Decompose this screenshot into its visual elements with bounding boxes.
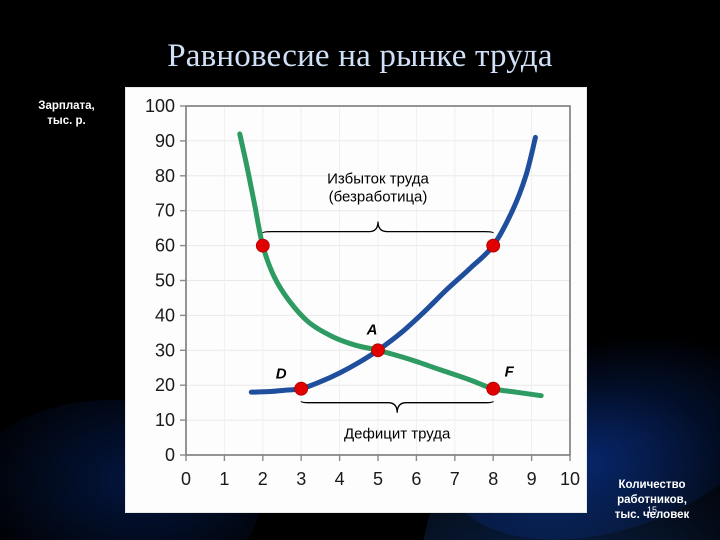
y-tick-label: 60 [155,236,175,256]
x-tick-label: 9 [527,469,537,489]
demand-curve [237,131,544,399]
chart-brace-layer [262,221,494,413]
y-axis-title: Зарплата, тыс. р. [14,99,119,129]
y-tick-label: 20 [155,375,175,395]
data-point-marker [371,343,385,358]
y-axis-title-line1: Зарплата, [38,100,95,112]
y-tick-label: 30 [155,340,175,360]
chart-panel: 0 10 20 30 40 50 60 70 80 90 100 0 1 2 3 4 5 6 7 8 9 10 Избы… [126,88,586,512]
x-tick-label: 7 [450,469,460,489]
supply-curve [248,134,538,395]
y-tick-label: 0 [165,445,175,465]
x-tick-label: 1 [219,469,229,489]
x-tick-label: 4 [335,469,345,489]
x-tick-label: 3 [296,469,306,489]
chart-background [126,88,586,512]
point-label-a: A [366,321,378,338]
x-tick-label: 8 [488,469,498,489]
x-tick-label: 2 [258,469,268,489]
x-axis-title: Количество работников, тыс. человек [586,478,718,523]
data-point-marker [486,381,501,396]
data-point-marker [486,238,501,253]
y-tick-label: 100 [145,96,175,116]
chart-series-layer [237,131,544,399]
shortage-label-line1: Дефицит труда [344,426,451,443]
y-tick-label: 90 [155,131,175,151]
x-axis-title-line3: тыс. человек [614,509,690,521]
y-tick-label: 80 [155,166,175,186]
x-tick-labels: 0 1 2 3 4 5 6 7 8 9 10 [181,469,580,489]
point-label-d: D [276,366,287,383]
labor-market-equilibrium-chart: 0 10 20 30 40 50 60 70 80 90 100 0 1 2 3 4 5 6 7 8 9 10 Избы… [126,88,586,512]
surplus-label-line1: Избыток труда [327,171,429,188]
x-tick-label: 10 [560,469,580,489]
y-tick-labels: 0 10 20 30 40 50 60 70 80 90 100 [145,96,175,465]
chart-marker-layer [255,238,501,396]
data-point-marker [294,381,309,396]
x-axis-title-line2: работников, [617,494,687,506]
y-tick-label: 50 [155,271,175,291]
point-label-f: F [505,364,515,381]
chart-tick-marks [180,105,571,461]
y-tick-label: 40 [155,305,175,325]
surplus-label-line2: (безработица) [329,189,428,206]
y-axis-title-line2: тыс. р. [47,115,86,127]
y-tick-label: 10 [155,410,175,430]
surplus-brace [262,221,494,234]
x-tick-label: 6 [411,469,421,489]
shortage-brace [300,400,494,413]
x-tick-label: 5 [373,469,383,489]
y-tick-label: 70 [155,201,175,221]
x-tick-label: 0 [181,469,191,489]
slide-title: Равновесие на рынке труда [167,38,553,74]
slide-number: 15 [647,505,658,515]
chart-annotation-layer: Избыток труда(безработица) Дефицит труда A… [276,171,515,443]
x-axis-title-line1: Количество [618,479,686,491]
data-point-marker [255,238,270,253]
